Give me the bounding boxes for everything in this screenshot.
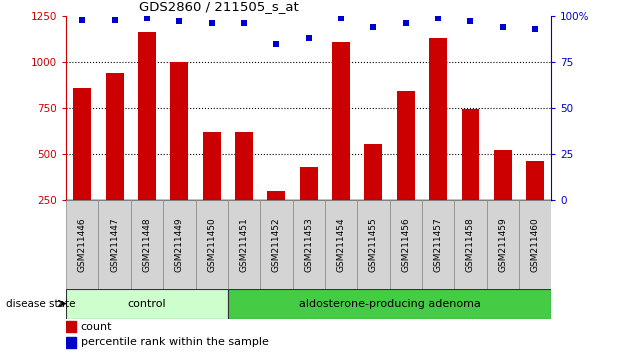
Bar [389, 200, 422, 289]
Bar [260, 200, 292, 289]
Bar [228, 289, 551, 319]
Bar [268, 191, 285, 200]
Bar [332, 42, 350, 200]
Text: GSM211447: GSM211447 [110, 217, 119, 272]
Bar [486, 200, 519, 289]
Text: GSM211455: GSM211455 [369, 217, 378, 272]
Point [142, 15, 152, 21]
Text: GSM211456: GSM211456 [401, 217, 410, 272]
Text: GSM211450: GSM211450 [207, 217, 216, 272]
Bar [494, 150, 512, 200]
Text: aldosterone-producing adenoma: aldosterone-producing adenoma [299, 298, 481, 309]
Bar [131, 200, 163, 289]
Bar [203, 132, 220, 200]
Bar [98, 200, 131, 289]
Text: count: count [81, 321, 112, 332]
Point [304, 35, 314, 41]
Bar [106, 73, 123, 200]
Point [207, 21, 217, 26]
Bar [66, 337, 76, 348]
Text: percentile rank within the sample: percentile rank within the sample [81, 337, 268, 348]
Text: GSM211457: GSM211457 [433, 217, 442, 272]
Bar [325, 200, 357, 289]
Point [369, 24, 379, 30]
Point [498, 24, 508, 30]
Text: GSM211458: GSM211458 [466, 217, 475, 272]
Point [401, 21, 411, 26]
Bar [66, 321, 76, 332]
Text: GSM211449: GSM211449 [175, 217, 184, 272]
Bar [365, 144, 382, 200]
Bar [526, 161, 544, 200]
Bar [357, 200, 389, 289]
Bar [228, 200, 260, 289]
Bar [454, 200, 486, 289]
Bar [462, 109, 479, 200]
Bar [195, 200, 228, 289]
Text: control: control [128, 298, 166, 309]
Bar [397, 91, 415, 200]
Point [272, 41, 282, 46]
Text: GSM211448: GSM211448 [142, 217, 151, 272]
Bar [74, 88, 91, 200]
Bar [66, 200, 98, 289]
Point [239, 21, 249, 26]
Text: GSM211460: GSM211460 [530, 217, 539, 272]
Text: disease state: disease state [6, 298, 76, 309]
Bar [163, 200, 195, 289]
Text: GSM211446: GSM211446 [78, 217, 87, 272]
Bar [171, 62, 188, 200]
Bar [429, 38, 447, 200]
Point [77, 17, 88, 22]
Point [336, 15, 346, 21]
Text: GDS2860 / 211505_s_at: GDS2860 / 211505_s_at [139, 0, 299, 13]
Text: GSM211452: GSM211452 [272, 217, 281, 272]
Text: GSM211454: GSM211454 [336, 217, 345, 272]
Bar [66, 289, 228, 319]
Point [530, 26, 540, 32]
Text: GSM211453: GSM211453 [304, 217, 313, 272]
Bar [519, 200, 551, 289]
Point [466, 19, 476, 24]
Bar [138, 33, 156, 200]
Bar [292, 200, 325, 289]
Bar [300, 167, 318, 200]
Bar [422, 200, 454, 289]
Point [175, 19, 185, 24]
Text: GSM211459: GSM211459 [498, 217, 507, 272]
Point [110, 17, 120, 22]
Bar [235, 132, 253, 200]
Text: GSM211451: GSM211451 [239, 217, 248, 272]
Point [433, 15, 443, 21]
